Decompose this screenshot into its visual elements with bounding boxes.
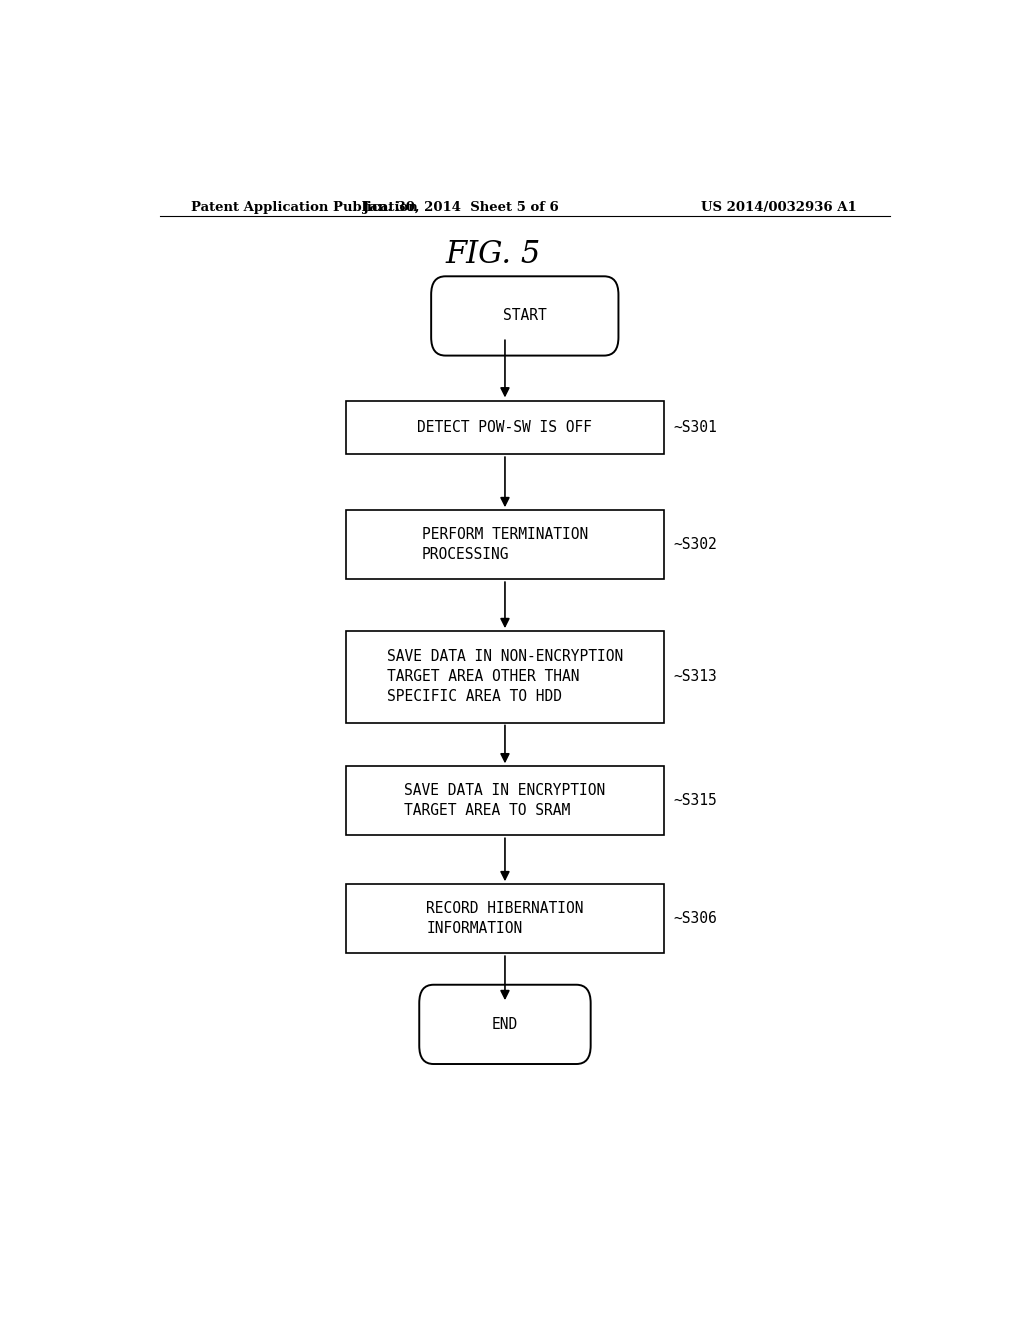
Text: PERFORM TERMINATION
PROCESSING: PERFORM TERMINATION PROCESSING xyxy=(422,527,588,562)
Bar xyxy=(346,766,664,836)
Bar xyxy=(346,631,664,722)
Text: FIG. 5: FIG. 5 xyxy=(445,239,541,271)
FancyBboxPatch shape xyxy=(431,276,618,355)
Text: ~S301: ~S301 xyxy=(673,420,717,436)
Text: RECORD HIBERNATION
INFORMATION: RECORD HIBERNATION INFORMATION xyxy=(426,902,584,936)
Text: ~S313: ~S313 xyxy=(673,669,717,684)
Text: END: END xyxy=(492,1016,518,1032)
Bar xyxy=(346,401,664,454)
Text: START: START xyxy=(503,309,547,323)
Text: ~S302: ~S302 xyxy=(673,537,717,552)
Text: SAVE DATA IN ENCRYPTION
TARGET AREA TO SRAM: SAVE DATA IN ENCRYPTION TARGET AREA TO S… xyxy=(404,783,605,818)
Text: US 2014/0032936 A1: US 2014/0032936 A1 xyxy=(700,201,857,214)
Text: Patent Application Publication: Patent Application Publication xyxy=(191,201,418,214)
Text: DETECT POW-SW IS OFF: DETECT POW-SW IS OFF xyxy=(418,420,593,436)
Bar xyxy=(346,884,664,953)
Bar xyxy=(346,510,664,579)
FancyBboxPatch shape xyxy=(419,985,591,1064)
Text: ~S306: ~S306 xyxy=(673,911,717,927)
Text: ~S315: ~S315 xyxy=(673,793,717,808)
Text: Jan. 30, 2014  Sheet 5 of 6: Jan. 30, 2014 Sheet 5 of 6 xyxy=(364,201,559,214)
Text: SAVE DATA IN NON-ENCRYPTION
TARGET AREA OTHER THAN
SPECIFIC AREA TO HDD: SAVE DATA IN NON-ENCRYPTION TARGET AREA … xyxy=(387,649,623,704)
